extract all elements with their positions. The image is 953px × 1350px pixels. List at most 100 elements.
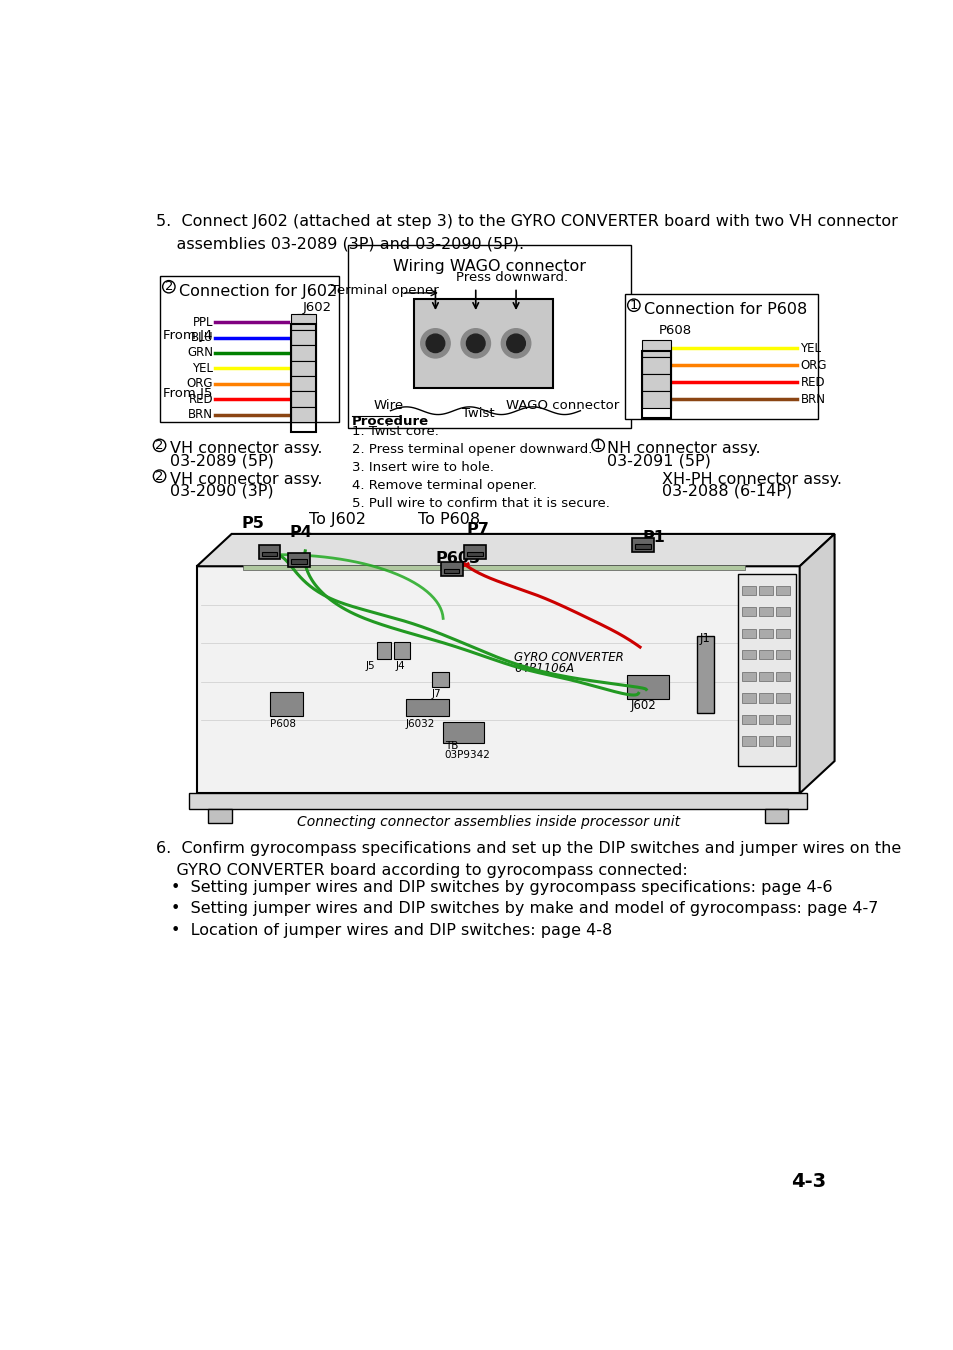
Text: RED: RED <box>188 393 213 405</box>
Bar <box>775 716 789 724</box>
Bar <box>775 586 789 595</box>
Text: Twist: Twist <box>461 406 494 420</box>
Circle shape <box>420 328 450 358</box>
Text: 03-2088 (6-14P): 03-2088 (6-14P) <box>661 483 791 499</box>
Text: J4: J4 <box>395 662 404 671</box>
Text: J6032: J6032 <box>406 720 435 729</box>
Text: 6.  Confirm gyrocompass specifications and set up the DIP switches and jumper wi: 6. Confirm gyrocompass specifications an… <box>155 841 900 879</box>
Text: P603: P603 <box>435 551 480 566</box>
Polygon shape <box>799 533 834 794</box>
Bar <box>394 641 410 659</box>
Bar <box>189 794 806 809</box>
Bar <box>291 392 315 406</box>
Bar <box>758 608 772 617</box>
Circle shape <box>500 328 530 358</box>
Text: P5: P5 <box>241 516 264 531</box>
Text: From J5: From J5 <box>163 386 213 400</box>
Text: Connection for P608: Connection for P608 <box>643 302 806 317</box>
Circle shape <box>592 439 604 451</box>
Bar <box>208 809 232 822</box>
Text: J7: J7 <box>431 688 440 699</box>
Bar <box>758 651 772 659</box>
Circle shape <box>466 333 484 352</box>
Text: •  Setting jumper wires and DIP switches by make and model of gyrocompass: page : • Setting jumper wires and DIP switches … <box>171 902 878 917</box>
Bar <box>775 651 789 659</box>
Text: Connecting connector assemblies inside processor unit: Connecting connector assemblies inside p… <box>297 815 679 829</box>
Text: J5: J5 <box>365 662 375 671</box>
Text: ORG: ORG <box>800 359 826 371</box>
Bar <box>243 566 744 570</box>
Bar <box>641 356 670 374</box>
Bar <box>758 586 772 595</box>
Bar <box>740 694 755 702</box>
Bar <box>348 246 630 428</box>
Bar <box>740 736 755 745</box>
Circle shape <box>627 300 639 312</box>
Text: Press downward.: Press downward. <box>456 271 568 285</box>
Bar <box>775 672 789 680</box>
Bar <box>626 675 669 699</box>
Text: 5.  Connect J602 (attached at step 3) to the GYRO CONVERTER board with two VH co: 5. Connect J602 (attached at step 3) to … <box>155 215 897 251</box>
Bar <box>291 559 307 564</box>
Bar <box>775 629 789 637</box>
Text: •  Setting jumper wires and DIP switches by gyrocompass specifications: page 4-6: • Setting jumper wires and DIP switches … <box>171 880 832 895</box>
Circle shape <box>460 328 490 358</box>
Text: •  Location of jumper wires and DIP switches: page 4-8: • Location of jumper wires and DIP switc… <box>171 923 612 938</box>
Bar <box>261 552 277 556</box>
Text: XH-PH connector assy.: XH-PH connector assy. <box>661 471 841 486</box>
Bar <box>291 346 315 360</box>
Text: To P608: To P608 <box>417 513 479 528</box>
Text: P7: P7 <box>466 522 489 537</box>
Bar <box>758 694 772 702</box>
Text: GYRO CONVERTER: GYRO CONVERTER <box>514 651 623 664</box>
Text: YEL: YEL <box>192 362 213 375</box>
Bar <box>291 329 315 346</box>
Bar <box>740 651 755 659</box>
Circle shape <box>153 439 166 451</box>
Text: 03-2090 (3P): 03-2090 (3P) <box>170 483 273 499</box>
Text: P608: P608 <box>270 720 296 729</box>
Text: 2: 2 <box>165 281 172 293</box>
Bar <box>641 340 670 356</box>
Bar <box>740 586 755 595</box>
Text: To J602: To J602 <box>309 513 366 528</box>
Text: NH connector assy.: NH connector assy. <box>607 440 760 456</box>
Bar <box>467 552 482 556</box>
Bar <box>414 300 553 387</box>
Bar <box>632 537 654 552</box>
Bar <box>440 563 462 576</box>
Bar <box>635 544 650 548</box>
Bar <box>443 722 483 744</box>
Bar <box>758 736 772 745</box>
Bar <box>291 377 315 392</box>
Bar <box>443 568 459 574</box>
Bar <box>740 629 755 637</box>
Bar <box>641 351 670 418</box>
Bar <box>291 360 315 377</box>
Text: J602: J602 <box>303 301 332 313</box>
Text: From J4: From J4 <box>163 329 213 342</box>
Bar <box>641 390 670 408</box>
Bar <box>764 809 787 822</box>
Text: Wiring WAGO connector: Wiring WAGO connector <box>393 259 585 274</box>
Text: PPL: PPL <box>193 316 213 328</box>
Bar <box>696 636 713 713</box>
Bar <box>775 736 789 745</box>
Text: RED: RED <box>800 375 824 389</box>
Text: VH connector assy.: VH connector assy. <box>170 471 322 486</box>
Bar <box>297 313 310 320</box>
Bar <box>431 672 448 687</box>
Text: J602: J602 <box>630 699 656 713</box>
Circle shape <box>506 333 525 352</box>
Text: P608: P608 <box>658 324 691 336</box>
Text: 4-3: 4-3 <box>790 1172 825 1191</box>
Bar <box>740 716 755 724</box>
Text: GRN: GRN <box>187 347 213 359</box>
Bar <box>291 315 315 329</box>
Text: TB: TB <box>444 741 457 751</box>
Text: Terminal opener: Terminal opener <box>331 284 438 297</box>
Text: WAGO connector: WAGO connector <box>505 400 618 412</box>
Bar <box>291 324 315 432</box>
Text: 64P1106A: 64P1106A <box>514 662 574 675</box>
Bar <box>624 294 818 420</box>
